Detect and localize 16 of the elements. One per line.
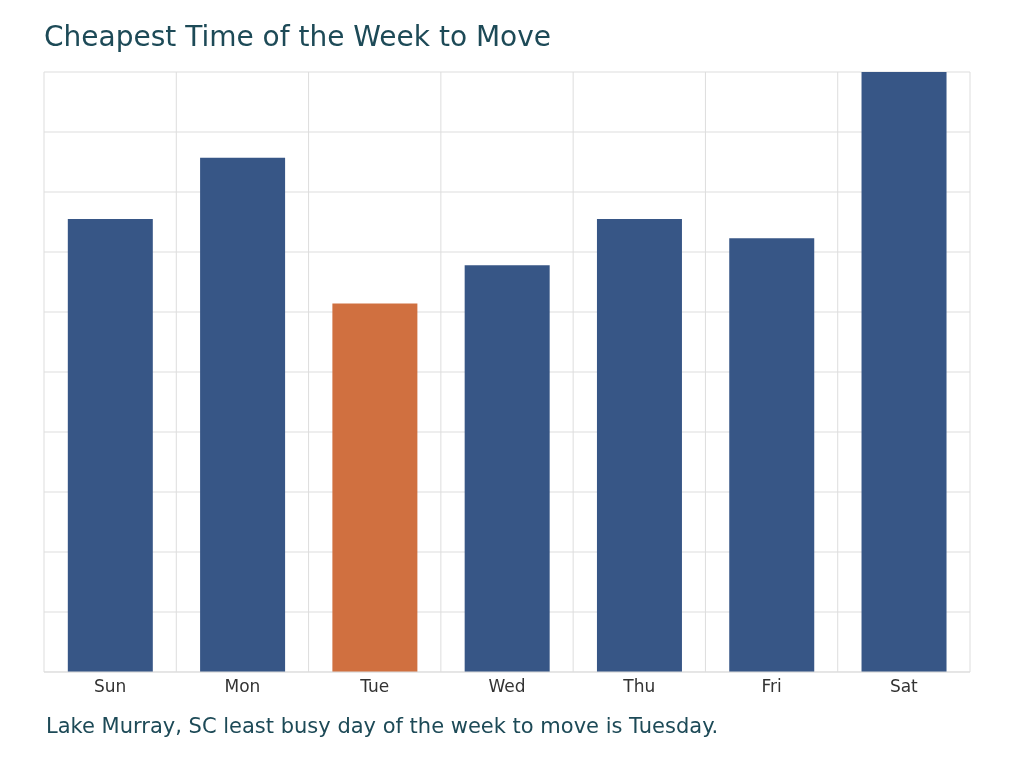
x-tick-label: Fri — [761, 676, 782, 697]
bar — [596, 219, 682, 672]
x-tick-label: Thu — [622, 676, 656, 697]
x-tick-label: Wed — [488, 676, 526, 697]
x-tick-label: Sat — [889, 676, 919, 697]
bar — [67, 219, 153, 672]
bar — [464, 265, 550, 672]
bar — [861, 72, 947, 672]
bar — [200, 157, 286, 672]
text: Lake Murray, SC least busy day of the week to move is Tuesday. — [46, 714, 720, 738]
x-tick-label: Sun — [93, 676, 127, 697]
x-tick-label: Mon — [224, 676, 261, 697]
bar — [332, 303, 418, 672]
x-tick-label: Tue — [359, 676, 390, 697]
chart-title: Cheapest Time of the Week to Move — [44, 20, 553, 55]
bar — [729, 238, 815, 672]
